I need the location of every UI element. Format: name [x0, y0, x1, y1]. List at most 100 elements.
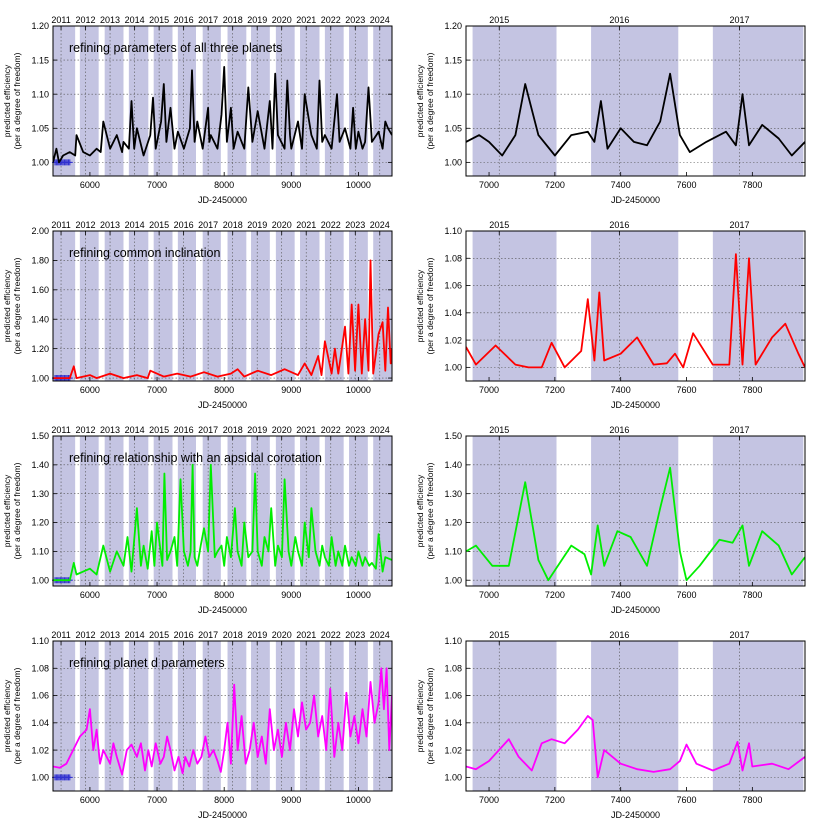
- y-tick-label: 1.40: [31, 460, 49, 470]
- year-label: 2013: [100, 425, 120, 435]
- year-label: 2014: [125, 220, 145, 230]
- season-band: [300, 641, 320, 791]
- season-band: [472, 231, 557, 381]
- season-band: [53, 26, 76, 176]
- year-label: 2018: [223, 630, 243, 640]
- series-line: [53, 66, 392, 164]
- year-label: 2015: [489, 425, 509, 435]
- year-label: 2013: [100, 220, 120, 230]
- y-tick-label: 1.04: [31, 718, 49, 728]
- x-tick-label: 9000: [281, 385, 301, 395]
- x-tick-label: 7600: [676, 795, 696, 805]
- panel-row1-left: 2011 2012 2013 2014 2015 2016 2017 2018 2019 2020…: [2, 15, 393, 205]
- x-tick-label: 7000: [479, 180, 499, 190]
- year-label: 2015: [149, 15, 169, 25]
- y-axis-label: (per a degree of freedom): [12, 257, 22, 354]
- x-tick-label: 8000: [214, 795, 234, 805]
- y-tick-label: 1.20: [444, 21, 462, 31]
- season-band: [349, 436, 368, 586]
- y-tick-label: 1.40: [444, 460, 462, 470]
- x-axis-label: JD-2450000: [198, 400, 247, 410]
- year-label: 2015: [489, 220, 509, 230]
- y-tick-label: 1.15: [444, 55, 462, 65]
- season-band: [227, 231, 247, 381]
- y-axis-label: (per a degree of freedom): [12, 52, 22, 149]
- panel-row2-left: 2011 2012 2013 2014 2015 2016 2017 2018 2019 2020…: [2, 220, 393, 410]
- y-tick-label: 1.00: [31, 575, 49, 585]
- year-label: 2021: [296, 15, 316, 25]
- y-axis-label: predicted efficiency: [2, 269, 12, 342]
- x-tick-label: 8000: [214, 180, 234, 190]
- y-axis-label: (per a degree of freedom): [425, 257, 435, 354]
- panel-annotation: refining planet d parameters: [69, 656, 225, 670]
- year-label: 2022: [321, 220, 341, 230]
- x-tick-label: 7400: [611, 180, 631, 190]
- x-tick-label: 7200: [545, 590, 565, 600]
- x-axis-label: JD-2450000: [611, 605, 660, 615]
- year-label: 2022: [321, 630, 341, 640]
- year-label: 2019: [247, 425, 267, 435]
- y-tick-label: 1.05: [31, 123, 49, 133]
- year-label: 2011: [51, 630, 70, 640]
- plot-frame: [465, 25, 806, 177]
- y-tick-label: 1.15: [31, 55, 49, 65]
- y-tick-label: 1.00: [444, 575, 462, 585]
- x-tick-label: 7800: [742, 590, 762, 600]
- year-label: 2021: [296, 425, 316, 435]
- panel-row3-right: 2015 2016 2017 1.00 1.10 1.20 1.30 1.40 1.50 7000…: [415, 425, 806, 615]
- year-label: 2017: [198, 220, 218, 230]
- year-label: 2017: [198, 425, 218, 435]
- y-tick-label: 1.06: [31, 691, 49, 701]
- year-label: 2024: [370, 220, 390, 230]
- y-tick-label: 1.10: [444, 636, 462, 646]
- season-band: [53, 641, 76, 791]
- season-band: [300, 231, 320, 381]
- y-tick-label: 1.04: [444, 718, 462, 728]
- year-label: 2020: [272, 220, 292, 230]
- y-tick-label: 1.00: [444, 363, 462, 373]
- season-band: [472, 641, 557, 791]
- year-label: 2016: [609, 425, 629, 435]
- year-label: 2016: [609, 630, 629, 640]
- year-label: 2017: [729, 425, 749, 435]
- season-band: [104, 641, 124, 791]
- y-axis-label: predicted efficiency: [2, 679, 12, 752]
- year-label: 2018: [223, 425, 243, 435]
- year-label: 2015: [149, 220, 169, 230]
- y-tick-label: 1.02: [31, 745, 49, 755]
- year-label: 2019: [247, 630, 267, 640]
- x-tick-label: 7000: [147, 795, 167, 805]
- x-axis-label: JD-2450000: [198, 195, 247, 205]
- x-tick-label: 7800: [742, 795, 762, 805]
- season-band: [275, 641, 295, 791]
- x-tick-label: 7800: [742, 180, 762, 190]
- year-label: 2016: [609, 15, 629, 25]
- year-label: 2023: [345, 15, 365, 25]
- y-tick-label: 1.08: [444, 253, 462, 263]
- season-band: [177, 231, 196, 381]
- y-tick-label: 1.04: [444, 308, 462, 318]
- x-tick-label: 7000: [479, 795, 499, 805]
- year-label: 2012: [76, 630, 96, 640]
- season-band: [472, 436, 557, 586]
- year-label: 2011: [51, 220, 70, 230]
- y-axis-label: (per a degree of freedom): [425, 52, 435, 149]
- season-band: [300, 26, 320, 176]
- year-label: 2018: [223, 220, 243, 230]
- year-label: 2017: [729, 220, 749, 230]
- year-label: 2014: [125, 425, 145, 435]
- y-tick-label: 1.10: [444, 226, 462, 236]
- year-label: 2019: [247, 15, 267, 25]
- season-band: [53, 231, 76, 381]
- x-tick-label: 7000: [147, 385, 167, 395]
- series-line: [466, 253, 805, 369]
- season-band: [591, 231, 679, 381]
- x-tick-label: 7200: [545, 795, 565, 805]
- y-tick-label: 1.10: [444, 89, 462, 99]
- year-label: 2023: [345, 425, 365, 435]
- x-tick-label: 8000: [214, 385, 234, 395]
- plot-frame: [465, 640, 806, 792]
- year-label: 2014: [125, 15, 145, 25]
- y-tick-label: 1.00: [31, 373, 49, 383]
- y-tick-label: 1.20: [444, 518, 462, 528]
